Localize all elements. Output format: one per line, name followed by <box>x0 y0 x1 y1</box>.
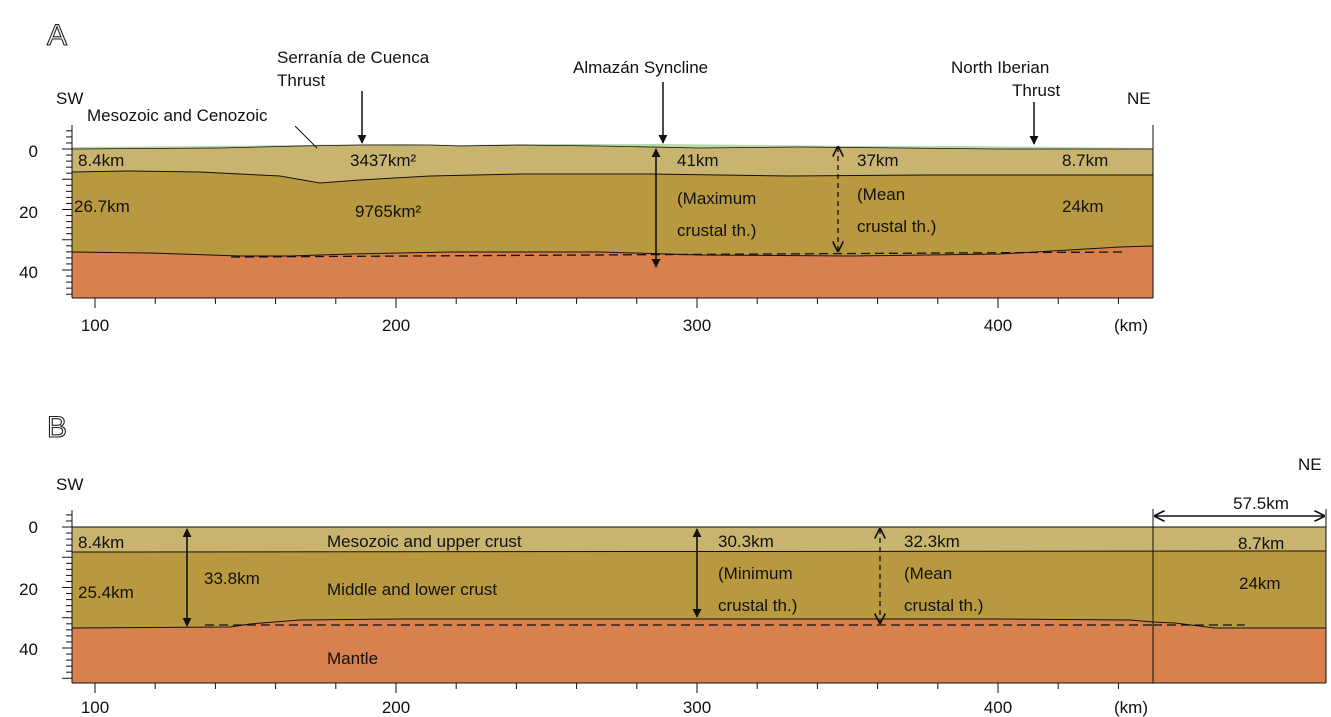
serrania-de-cuenca-label-line1: Serranía de Cuenca <box>277 48 430 67</box>
maximum-thickness-note-line2: crustal th.) <box>677 221 756 240</box>
panel-a-lower-area: 9765km² <box>355 202 421 221</box>
upper-layer-label: Mesozoic and upper crust <box>327 532 522 551</box>
panel-b-mesozoic-upper-crust <box>72 527 1153 552</box>
panel-b-ne-label: NE <box>1298 455 1322 474</box>
mean-thickness-b-note-line2: crustal th.) <box>904 596 983 615</box>
mean-thickness-b-value: 32.3km <box>904 532 960 551</box>
panel-a-y-tick-label-0: 0 <box>29 142 38 161</box>
panel-b-moho-line <box>71 618 1326 629</box>
maximum-thickness-value: 41km <box>677 151 719 170</box>
panel-b-letter: B <box>47 411 67 444</box>
panel-a-x-ticks <box>94 298 1119 308</box>
panel-b-x-tick-label-100: 100 <box>81 698 109 717</box>
panel-a-mantle <box>72 246 1153 298</box>
panel-b-middle-lower-crust <box>72 551 1153 628</box>
mean-thickness-b-note-line1: (Mean <box>904 564 952 583</box>
panel-a-sw-lower-thickness: 26.7km <box>74 197 130 216</box>
panel-b-extension-lower-crust <box>1153 551 1326 628</box>
mean-thickness-note-line1: (Mean <box>857 185 905 204</box>
panel-a-letter: A <box>47 19 67 52</box>
panel-b: B 0 20 40 100 200 300 400 (km) SW NE <box>19 410 1327 717</box>
panel-a-y-minor-ticks <box>62 130 72 295</box>
panel-a: A 0 20 40 100 200 300 400 (km) SW NE Ser… <box>19 18 1154 335</box>
panel-b-x-tick-label-300: 300 <box>683 698 711 717</box>
panel-b-mantle <box>72 619 1153 683</box>
panel-b-sw-lower-thickness: 25.4km <box>78 583 134 602</box>
minimum-thickness-note-line1: (Minimum <box>718 564 793 583</box>
panel-a-upper-area: 3437km² <box>350 151 416 170</box>
panel-a-sw-label: SW <box>56 89 83 108</box>
mantle-label: Mantle <box>327 649 378 668</box>
panel-b-sw-total-thickness: 33.8km <box>204 569 260 588</box>
panel-a-lower-crust <box>72 171 1153 256</box>
lower-layer-label: Middle and lower crust <box>327 580 497 599</box>
panel-a-ne-upper-thickness: 8.7km <box>1062 151 1108 170</box>
panel-a-y-tick-label-40: 40 <box>19 263 38 282</box>
mean-thickness-note-line2: crustal th.) <box>857 217 936 236</box>
panel-b-y-tick-label-20: 20 <box>19 580 38 599</box>
cover-label: Mesozoic and Cenozoic <box>87 106 268 125</box>
panel-b-y-minor-ticks <box>62 514 72 679</box>
maximum-thickness-note-line1: (Maximum <box>677 189 756 208</box>
north-iberian-label-line2: Thrust <box>1012 81 1060 100</box>
panel-a-mid-crust-line <box>71 170 1153 184</box>
panel-b-ne-lower-thickness: 24km <box>1239 574 1281 593</box>
panel-a-x-tick-label-400: 400 <box>984 316 1012 335</box>
panel-b-x-tick-label-400: 400 <box>984 698 1012 717</box>
extension-width-label: 57.5km <box>1233 494 1289 513</box>
almazan-syncline-label: Almazán Syncline <box>573 58 708 77</box>
panel-b-x-ticks <box>94 683 1119 693</box>
minimum-thickness-note-line2: crustal th.) <box>718 596 797 615</box>
panel-b-x-tick-label-200: 200 <box>382 698 410 717</box>
minimum-thickness-value: 30.3km <box>718 532 774 551</box>
panel-b-sw-label: SW <box>56 475 83 494</box>
panel-b-sw-upper-thickness: 8.4km <box>78 533 124 552</box>
serrania-de-cuenca-label-line2: Thrust <box>277 71 325 90</box>
north-iberian-label-line1: North Iberian <box>951 58 1049 77</box>
panel-b-extension-mantle <box>1153 622 1326 683</box>
panel-a-x-tick-label-300: 300 <box>683 316 711 335</box>
panel-a-cover-base-line <box>71 144 1153 150</box>
panel-b-y-tick-label-40: 40 <box>19 640 38 659</box>
panel-b-y-tick-label-0: 0 <box>29 518 38 537</box>
panel-a-mean-moho-dashed-line <box>230 251 1126 258</box>
panel-a-x-tick-label-200: 200 <box>382 316 410 335</box>
panel-b-ne-upper-thickness: 8.7km <box>1238 534 1284 553</box>
cover-label-leader-line <box>294 125 318 149</box>
panel-a-y-tick-label-20: 20 <box>19 203 38 222</box>
panel-a-ne-lower-thickness: 24km <box>1062 197 1104 216</box>
panel-a-x-unit: (km) <box>1114 316 1148 335</box>
panel-a-x-tick-label-100: 100 <box>81 316 109 335</box>
panel-a-sw-upper-thickness: 8.4km <box>78 151 124 170</box>
panel-b-extension-upper-crust <box>1153 527 1326 551</box>
panel-a-upper-crust <box>72 145 1153 183</box>
panel-b-x-unit: (km) <box>1114 698 1148 717</box>
mean-thickness-value: 37km <box>857 151 899 170</box>
panel-a-ne-label: NE <box>1127 89 1151 108</box>
